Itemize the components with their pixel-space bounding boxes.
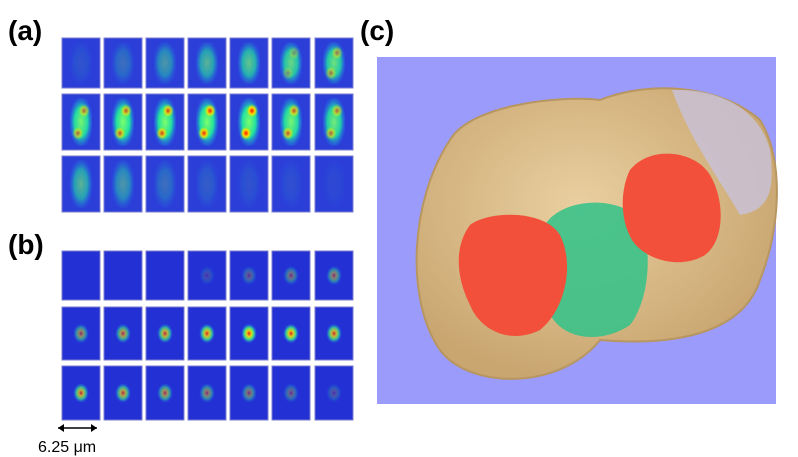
- spot: [157, 324, 173, 344]
- hot-spot: [288, 104, 300, 118]
- hot-spot: [288, 46, 300, 60]
- spot: [241, 324, 257, 344]
- spot: [115, 324, 131, 344]
- scale-bar: 6.25 μm: [38, 424, 97, 456]
- cell-signal: [323, 160, 345, 208]
- spot: [283, 383, 299, 403]
- cell-signal: [70, 160, 92, 208]
- hot-spot: [162, 104, 174, 118]
- cell-signal: [112, 160, 134, 208]
- thumbnail: [104, 251, 142, 300]
- cell-signal: [196, 160, 218, 208]
- hot-spot: [246, 104, 258, 118]
- hot-spot: [325, 126, 337, 140]
- spot: [157, 383, 173, 403]
- hot-spot: [282, 126, 294, 140]
- thumbnail: [146, 251, 184, 300]
- cell-signal: [70, 42, 92, 84]
- hot-spot: [240, 126, 252, 140]
- panel-label: (c): [360, 15, 394, 46]
- spot: [115, 383, 131, 403]
- render-3d: [377, 57, 777, 404]
- spot: [326, 383, 342, 403]
- cell-signal: [238, 160, 260, 208]
- hot-spot: [72, 126, 84, 140]
- spot: [241, 383, 257, 403]
- figure: (a) (b) (c) 6.25 μm: [0, 0, 798, 457]
- spot: [326, 266, 342, 286]
- hot-spot: [156, 126, 168, 140]
- thumbnails: [62, 38, 353, 420]
- cell-signal: [154, 160, 176, 208]
- hot-spot: [198, 126, 210, 140]
- cell-signal: [280, 160, 302, 208]
- spot: [283, 324, 299, 344]
- spot: [326, 324, 342, 344]
- spot: [199, 383, 215, 403]
- hot-spot: [325, 66, 337, 80]
- panel-label: (b): [8, 229, 44, 260]
- spot: [199, 324, 215, 344]
- cell-signal: [112, 42, 134, 84]
- hot-spot: [282, 66, 294, 80]
- hot-spot: [204, 104, 216, 118]
- spot: [199, 266, 215, 286]
- spot: [73, 383, 89, 403]
- spot: [283, 266, 299, 286]
- hot-spot: [331, 104, 343, 118]
- scale-label: 6.25 μm: [38, 439, 96, 456]
- cell-signal: [238, 42, 260, 84]
- spot: [73, 324, 89, 344]
- spot: [241, 266, 257, 286]
- hot-spot: [78, 104, 90, 118]
- panel-label: (a): [8, 15, 42, 46]
- hot-spot: [120, 104, 132, 118]
- cell-signal: [196, 42, 218, 84]
- thumbnail: [62, 251, 100, 300]
- hot-spot: [114, 126, 126, 140]
- hot-spot: [331, 46, 343, 60]
- cell-signal: [154, 42, 176, 84]
